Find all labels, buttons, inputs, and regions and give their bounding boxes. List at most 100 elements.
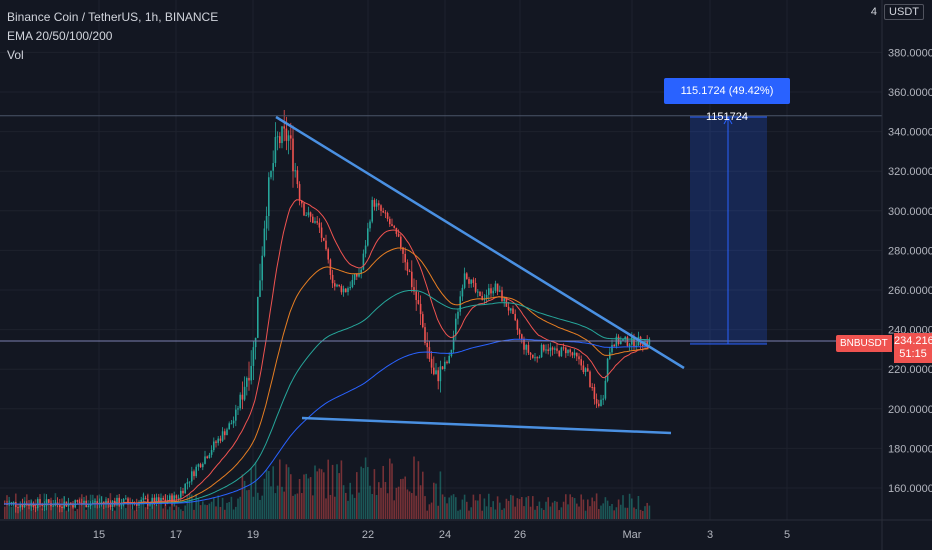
- volume-bar: [103, 501, 105, 519]
- volume-bar: [193, 509, 195, 519]
- volume-bar: [217, 495, 219, 519]
- candle-body: [430, 358, 433, 368]
- candle-body: [72, 503, 74, 508]
- trend-lines[interactable]: [275, 115, 685, 435]
- volume-bar: [441, 494, 444, 519]
- price-tag-symbol: BNBUSDT: [836, 335, 892, 352]
- volume-bar: [576, 503, 578, 519]
- volume-bar: [105, 496, 107, 519]
- candle-body: [525, 344, 527, 350]
- candle-body: [39, 499, 41, 505]
- volume-bar: [26, 494, 28, 519]
- candle-body: [477, 291, 479, 293]
- currency-selector[interactable]: 4 USDT: [871, 4, 924, 20]
- volume-bar: [67, 508, 70, 519]
- candle-body: [540, 344, 543, 358]
- volume-bar: [290, 474, 292, 519]
- candle-body: [303, 203, 305, 216]
- volume-bar: [430, 502, 433, 519]
- volume-bar: [197, 498, 200, 519]
- candle-body: [384, 212, 387, 214]
- volume-bar: [356, 472, 358, 519]
- volume-bar: [94, 498, 96, 519]
- volume-bar: [349, 482, 351, 519]
- volume-bar: [433, 482, 435, 519]
- candle-body: [307, 212, 310, 216]
- volume-bar: [558, 510, 560, 519]
- candle-body: [433, 367, 435, 375]
- volume-bar: [309, 477, 312, 519]
- candle-body: [415, 291, 417, 301]
- volume-bar: [567, 504, 569, 519]
- candle-body: [472, 279, 475, 283]
- candle-body: [562, 347, 565, 349]
- volume-bar: [191, 494, 193, 519]
- candle-body: [362, 253, 365, 270]
- volume-bar: [446, 503, 448, 519]
- candle-body: [600, 399, 602, 407]
- volume-bar: [204, 504, 206, 519]
- ema-indicator-label[interactable]: EMA 20/50/100/200: [7, 29, 113, 43]
- candle-body: [455, 318, 457, 336]
- candle-body: [287, 135, 290, 141]
- volume-bar: [59, 506, 61, 519]
- volume-bar: [371, 493, 373, 519]
- candle-body: [543, 344, 545, 351]
- volume-bar: [287, 467, 290, 519]
- candle-body: [386, 213, 389, 219]
- candle-body: [397, 233, 400, 237]
- volume-bar: [316, 471, 318, 519]
- symbol-title[interactable]: Binance Coin / TetherUS, 1h, BINANCE: [7, 10, 219, 24]
- candle-body: [367, 228, 369, 246]
- volume-bar: [120, 503, 123, 519]
- candle-body: [215, 441, 217, 443]
- price-tick-label: 380.0000: [888, 47, 932, 59]
- candle-body: [89, 503, 92, 506]
- volume-bar: [257, 492, 259, 519]
- measure-tool[interactable]: [690, 115, 767, 345]
- volume-indicator-label[interactable]: Vol: [7, 48, 24, 62]
- candle-body: [573, 352, 576, 356]
- volume-bar: [12, 502, 15, 519]
- volume-bar: [569, 494, 571, 519]
- candle-body: [206, 456, 208, 459]
- volume-bar: [166, 509, 169, 519]
- volume-bar: [573, 498, 576, 519]
- volume-bar: [338, 473, 340, 519]
- volume-bar: [648, 505, 651, 519]
- currency-dropdown[interactable]: USDT: [884, 4, 924, 20]
- price-axis[interactable]: 160.0000180.0000200.0000220.0000240.0000…: [888, 47, 932, 495]
- volume-bar: [285, 464, 288, 519]
- volume-bar: [298, 479, 301, 519]
- candle-body: [312, 216, 314, 223]
- time-axis[interactable]: 15 17 19 22 24 26 Mar 3 5: [93, 529, 790, 541]
- candle-body: [580, 359, 582, 366]
- candle-body: [232, 420, 235, 424]
- candle-body: [17, 507, 19, 509]
- volume-bar: [523, 506, 525, 519]
- candle-body: [228, 423, 230, 430]
- volume-bar: [547, 497, 549, 519]
- candle-body: [257, 296, 259, 338]
- candle-body: [507, 306, 510, 311]
- volume-bar: [276, 485, 279, 519]
- volume-bar: [578, 506, 580, 519]
- candle-body: [512, 308, 514, 314]
- volume-bar: [41, 508, 43, 519]
- volume-bar: [543, 509, 545, 519]
- candle-body: [426, 342, 428, 348]
- volume-bar: [131, 509, 134, 519]
- volume-bar: [111, 507, 114, 519]
- candle-body: [378, 203, 380, 206]
- candle-body: [213, 441, 215, 451]
- candle-body: [551, 347, 554, 350]
- candle-body: [210, 450, 213, 455]
- candle-body: [12, 502, 15, 504]
- candle-body: [545, 349, 547, 351]
- candle-body: [78, 501, 81, 504]
- volume-bar: [474, 500, 477, 519]
- volume-bar: [180, 509, 182, 519]
- candle-body: [261, 255, 263, 281]
- volume-bar: [230, 496, 233, 519]
